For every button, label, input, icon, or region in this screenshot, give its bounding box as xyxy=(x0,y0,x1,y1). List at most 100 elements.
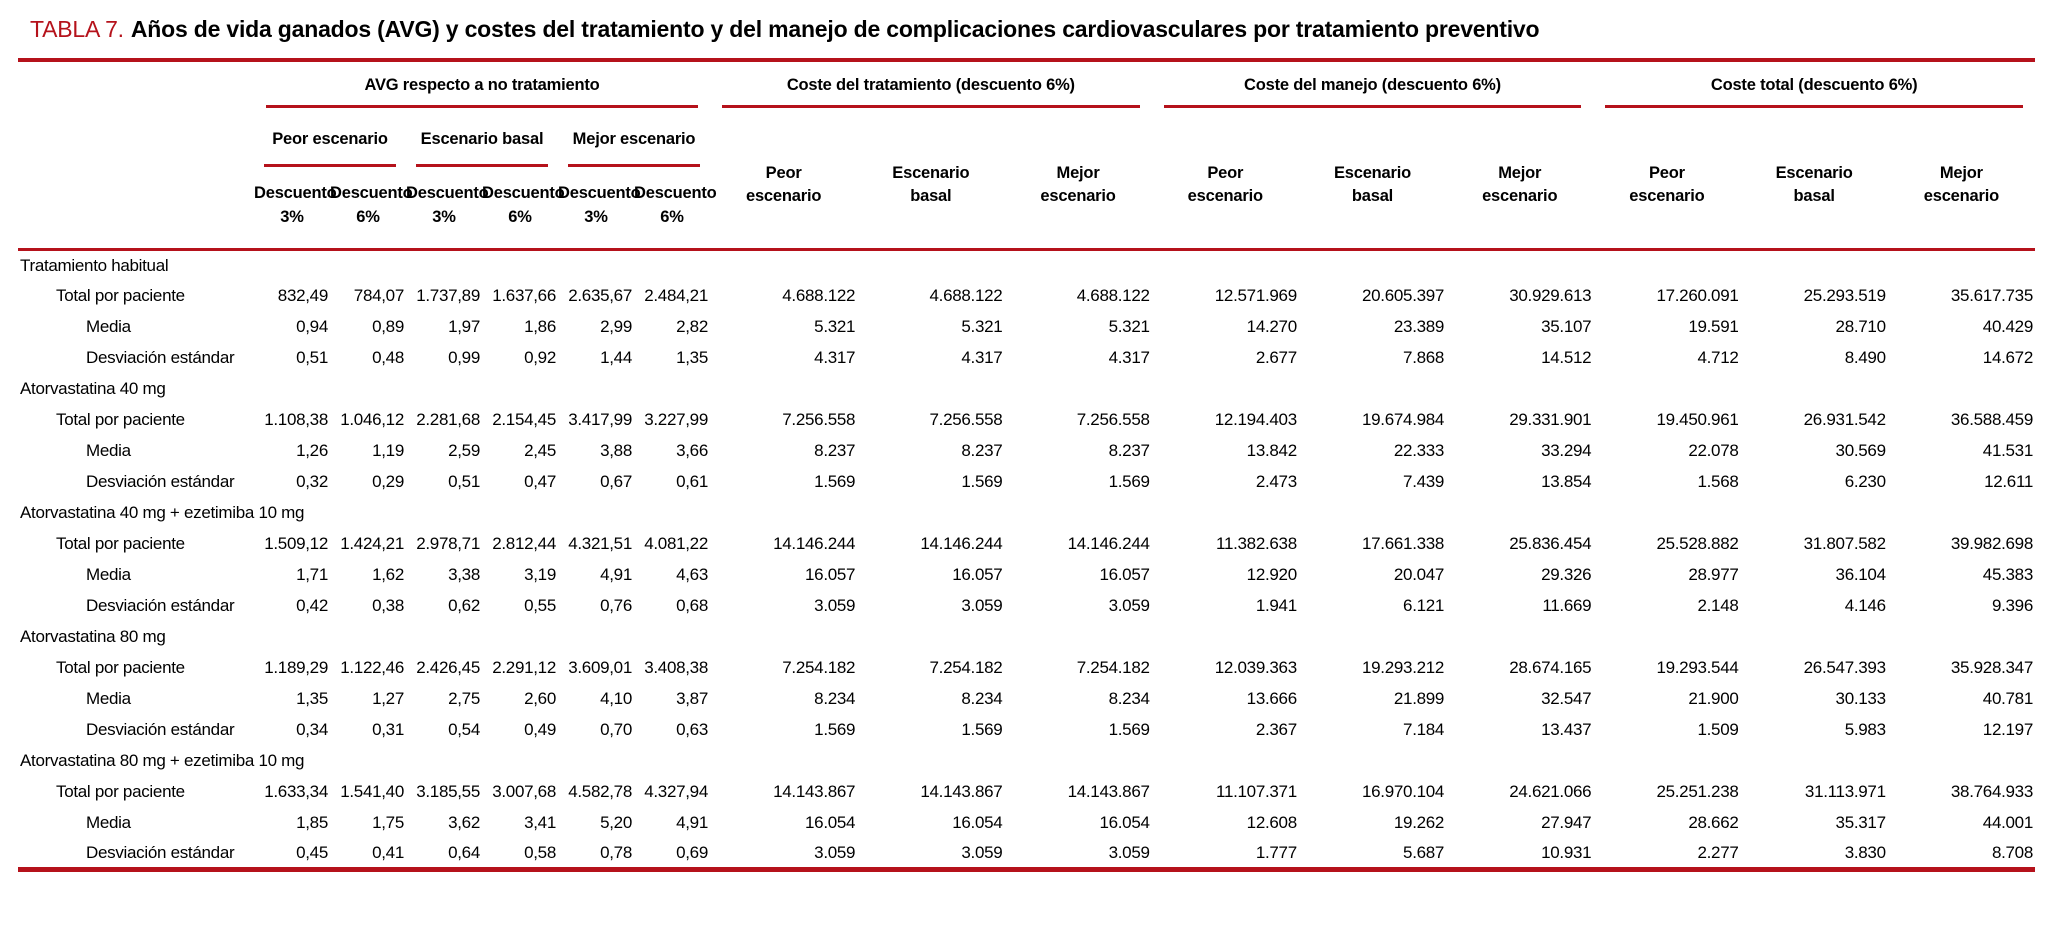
empty-header-cell xyxy=(18,60,254,249)
cell: 3,87 xyxy=(676,688,708,708)
row-label: Media xyxy=(86,440,131,460)
col-tratamiento-mejor: Mejor escenario xyxy=(1040,163,1116,205)
cell: 1.046,12 xyxy=(340,409,404,429)
cell: 12.197 xyxy=(1982,719,2034,739)
avg-scenario-basal: Escenario basal xyxy=(406,108,558,167)
cell: 14.512 xyxy=(1541,347,1592,367)
cell: 3.059 xyxy=(961,595,1003,615)
cell: 7.256.558 xyxy=(782,409,856,429)
row-label: Total por paciente xyxy=(56,285,185,305)
cell: 3,62 xyxy=(448,812,480,832)
cell: 1.777 xyxy=(1255,842,1297,862)
cell: 2,75 xyxy=(448,688,480,708)
cell: 1.509,12 xyxy=(264,533,328,553)
cell: 19.262 xyxy=(1393,812,1445,832)
cell: 32.547 xyxy=(1541,688,1592,708)
cell: 4.146 xyxy=(1844,595,1886,615)
cell: 0,78 xyxy=(600,842,632,862)
cell: 39.982.698 xyxy=(1950,533,2033,553)
cell: 16.054 xyxy=(805,812,856,832)
cell: 4.081,22 xyxy=(644,533,708,553)
cell: 0,32 xyxy=(296,471,328,491)
col-peor-desc3: Descuento 3% xyxy=(254,184,337,226)
row-label: Desviación estándar xyxy=(86,471,235,491)
cell: 19.450.961 xyxy=(1656,409,1739,429)
cell: 16.970.104 xyxy=(1362,781,1445,801)
col-group-coste-total-label: Coste total (descuento 6%) xyxy=(1605,74,2023,108)
cell: 19.293.544 xyxy=(1656,657,1739,677)
cell: 4.327,94 xyxy=(644,781,708,801)
cell: 5.321 xyxy=(961,316,1003,336)
row-label: Media xyxy=(86,316,131,336)
cell: 2.148 xyxy=(1697,595,1739,615)
cell: 1.509 xyxy=(1697,719,1739,739)
cell: 0,67 xyxy=(600,471,632,491)
cell: 3.059 xyxy=(1108,595,1150,615)
table-row: Total por paciente 832,49 784,07 1.737,89 1.… xyxy=(18,280,2035,311)
cell: 1.737,89 xyxy=(416,285,480,305)
col-group-coste-tratamiento: Coste del tratamiento (descuento 6%) xyxy=(710,60,1152,108)
cell: 0,94 xyxy=(296,316,328,336)
cell: 1.569 xyxy=(1108,471,1150,491)
cell: 8.708 xyxy=(1991,842,2033,862)
cell: 22.078 xyxy=(1688,440,1739,460)
cell: 0,76 xyxy=(600,595,632,615)
col-tratamiento-peor: Peor escenario xyxy=(745,163,822,205)
cell: 3,66 xyxy=(676,440,708,460)
cell: 12.039.363 xyxy=(1214,657,1297,677)
table-row: Desviación estándar 0,32 0,29 0,51 0,47 0,67 0… xyxy=(18,466,2035,497)
cell: 35.617.735 xyxy=(1950,285,2033,305)
cell: 5.321 xyxy=(814,316,856,336)
cell: 3,88 xyxy=(600,440,632,460)
cell: 10.931 xyxy=(1541,842,1592,862)
cell: 1.637,66 xyxy=(492,285,556,305)
cell: 4.317 xyxy=(1108,347,1150,367)
group-label: Atorvastatina 40 mg xyxy=(20,378,166,398)
cell: 7.184 xyxy=(1403,719,1445,739)
table-row: Desviación estándar 0,42 0,38 0,62 0,55 0,76 0… xyxy=(18,590,2035,621)
cell: 4.321,51 xyxy=(568,533,632,553)
cell: 16.054 xyxy=(1099,812,1150,832)
cell: 4.317 xyxy=(961,347,1003,367)
group-row: Atorvastatina 40 mg + ezetimiba 10 mg xyxy=(18,497,2035,528)
cell: 29.326 xyxy=(1541,564,1592,584)
cell: 2.635,67 xyxy=(568,285,632,305)
cell: 2,60 xyxy=(524,688,556,708)
cell: 16.057 xyxy=(952,564,1003,584)
table-number: TABLA 7. xyxy=(30,16,124,42)
table-row: Media 1,35 1,27 2,75 2,60 4,10 3,87 8.234 8.234 8… xyxy=(18,683,2035,714)
cell: 17.661.338 xyxy=(1362,533,1445,553)
cell: 1,97 xyxy=(448,316,480,336)
cell: 1,75 xyxy=(372,812,404,832)
cell: 4,10 xyxy=(600,688,632,708)
cell: 4.582,78 xyxy=(568,781,632,801)
col-manejo-mejor: Mejor escenario xyxy=(1482,163,1558,205)
cell: 9.396 xyxy=(1991,595,2033,615)
cell: 3.059 xyxy=(1108,842,1150,862)
cell: 0,58 xyxy=(524,842,556,862)
cell: 2.291,12 xyxy=(492,657,556,677)
cell: 0,29 xyxy=(372,471,404,491)
cell: 2.277 xyxy=(1697,842,1739,862)
cell: 1,35 xyxy=(296,688,328,708)
cell: 31.807.582 xyxy=(1803,533,1886,553)
cell: 4.688.122 xyxy=(782,285,856,305)
cell: 13.842 xyxy=(1246,440,1298,460)
cell: 31.113.971 xyxy=(1804,781,1886,801)
cell: 7.256.558 xyxy=(929,409,1003,429)
cell: 0,92 xyxy=(524,347,556,367)
cell: 1.108,38 xyxy=(264,409,328,429)
col-manejo-peor: Peor escenario xyxy=(1187,163,1263,205)
col-group-avg-label: AVG respecto a no tratamiento xyxy=(266,74,698,108)
cell: 11.382.638 xyxy=(1216,533,1297,553)
cell: 35.107 xyxy=(1541,316,1592,336)
row-label: Media xyxy=(86,688,131,708)
cell: 2.367 xyxy=(1255,719,1297,739)
cell: 1,26 xyxy=(296,440,328,460)
cell: 1.189,29 xyxy=(264,657,328,677)
cell: 7.254.182 xyxy=(1076,657,1150,677)
col-mejor-desc3: Descuento 3% xyxy=(558,184,641,226)
data-table: AVG respecto a no tratamiento Coste del … xyxy=(18,58,2035,872)
cell: 29.331.901 xyxy=(1509,409,1592,429)
